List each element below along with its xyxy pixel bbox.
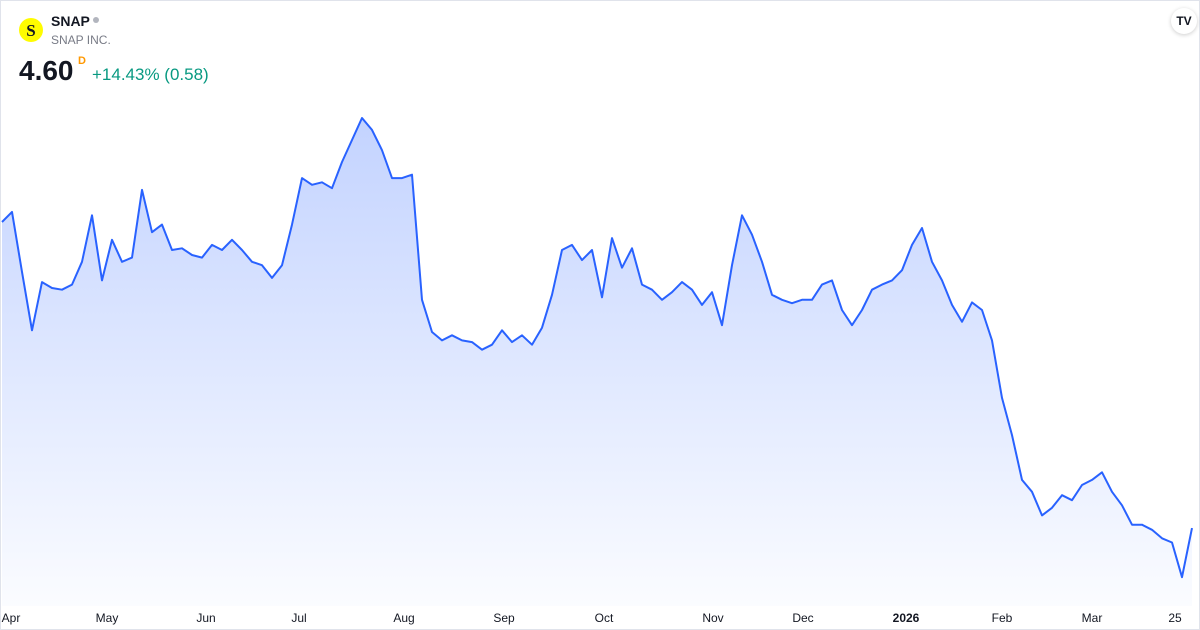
- change: +14.43% (0.58): [92, 65, 209, 84]
- x-tick-label: Aug: [393, 611, 414, 625]
- logo: S: [19, 18, 43, 42]
- x-tick-label: Mar: [1082, 611, 1103, 625]
- x-tick-label: Feb: [992, 611, 1013, 625]
- brand-logo[interactable]: TV: [1171, 8, 1197, 34]
- x-tick-label: Jun: [196, 611, 215, 625]
- x-tick-label: Oct: [595, 611, 614, 625]
- x-tick-label: 25: [1168, 611, 1182, 625]
- x-tick-label: Jul: [291, 611, 306, 625]
- x-tick-label: Apr: [2, 611, 21, 625]
- x-tick-label: Sep: [493, 611, 515, 625]
- price-line: [1, 117, 1193, 579]
- x-tick-label: Dec: [792, 611, 813, 625]
- area-fill: [2, 118, 1192, 606]
- price-flag: D: [78, 55, 86, 67]
- symbol: SNAP: [51, 13, 90, 29]
- x-tick-label: 2026: [893, 611, 920, 625]
- price: 4.60: [19, 55, 74, 86]
- x-tick-label: May: [96, 611, 119, 625]
- status-dot: [93, 17, 99, 23]
- company: SNAP INC.: [51, 33, 111, 47]
- x-tick-label: Nov: [702, 611, 723, 625]
